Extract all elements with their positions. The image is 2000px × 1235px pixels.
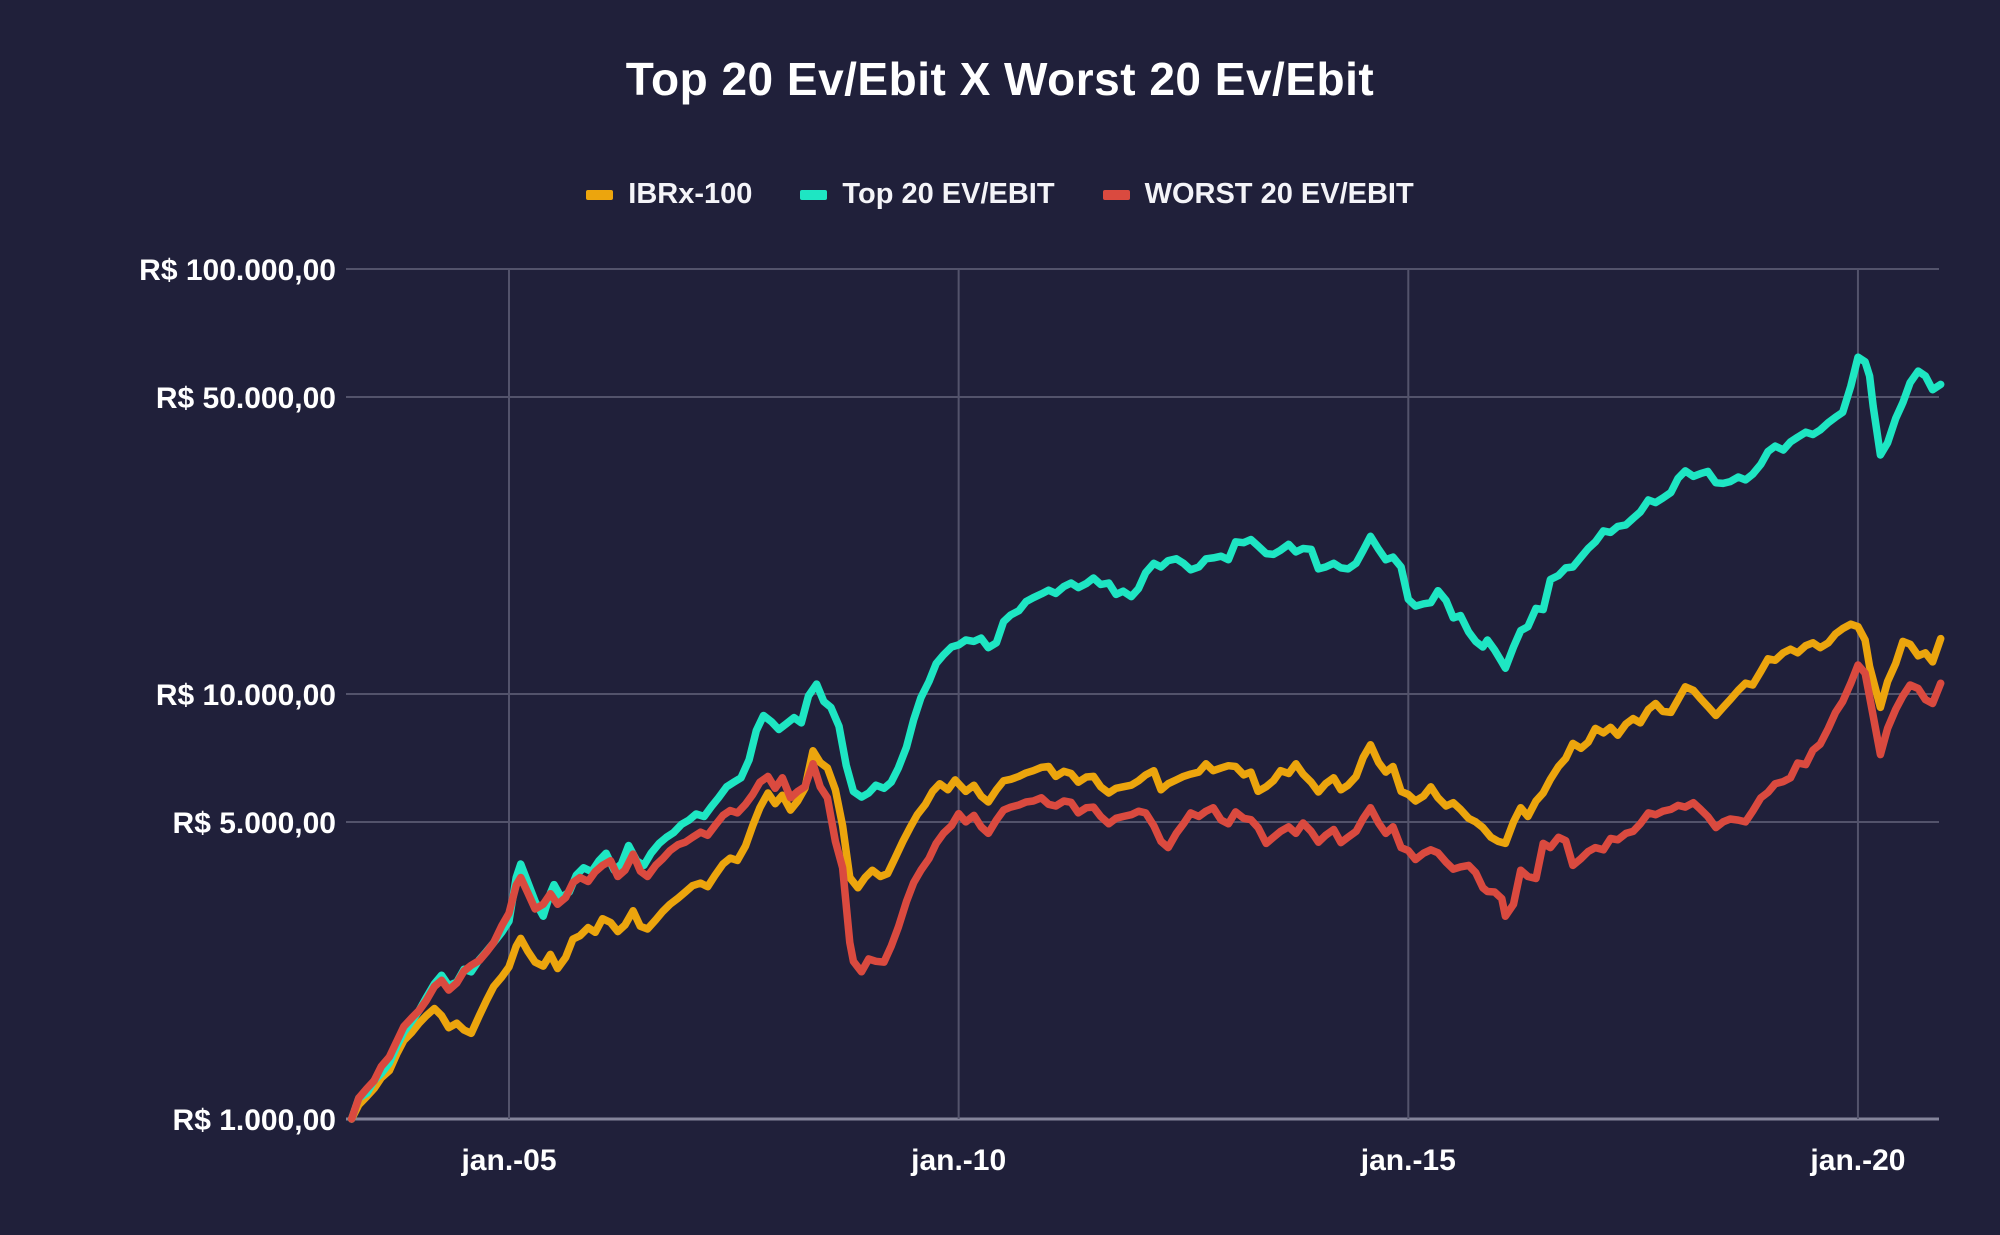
x-axis-label: jan.-05: [460, 1144, 556, 1177]
series-line-top-20-ev-ebit: [347, 353, 1945, 1123]
page-title: Top 20 Ev/Ebit X Worst 20 Ev/Ebit: [625, 53, 1375, 105]
x-axis-label: jan.-10: [910, 1144, 1006, 1177]
legend-swatch-worst-20-ev-ebit-icon: [1102, 189, 1130, 200]
y-axis-label: R$ 10.000,00: [156, 679, 336, 712]
legend-label: IBRx-100: [628, 178, 753, 210]
legend-item-ibrx-100: IBRx-100: [586, 178, 752, 211]
y-axis-label: R$ 50.000,00: [156, 382, 336, 415]
legend-label: Top 20 EV/EBIT: [842, 178, 1055, 210]
y-axis-label: R$ 5.000,00: [173, 807, 336, 840]
y-axis-label: R$ 1.000,00: [173, 1104, 336, 1137]
legend-item-top-20-ev-ebit: Top 20 EV/EBIT: [800, 178, 1055, 211]
y-axis-label: R$ 100.000,00: [139, 254, 336, 287]
x-axis-label: jan.-20: [1809, 1144, 1905, 1177]
series-line-ibrx-100: [347, 620, 1945, 1123]
series-line-worst-20-ev-ebit: [347, 661, 1945, 1123]
legend-swatch-ibrx-100-icon: [586, 189, 614, 200]
x-axis-label: jan.-15: [1360, 1144, 1456, 1177]
legend-label: WORST 20 EV/EBIT: [1144, 178, 1414, 210]
legend-item-worst-20-ev-ebit: WORST 20 EV/EBIT: [1102, 178, 1414, 211]
legend: IBRx-100 Top 20 EV/EBIT WORST 20 EV/EBIT: [0, 178, 2000, 211]
legend-swatch-top-20-ev-ebit-icon: [800, 189, 828, 200]
